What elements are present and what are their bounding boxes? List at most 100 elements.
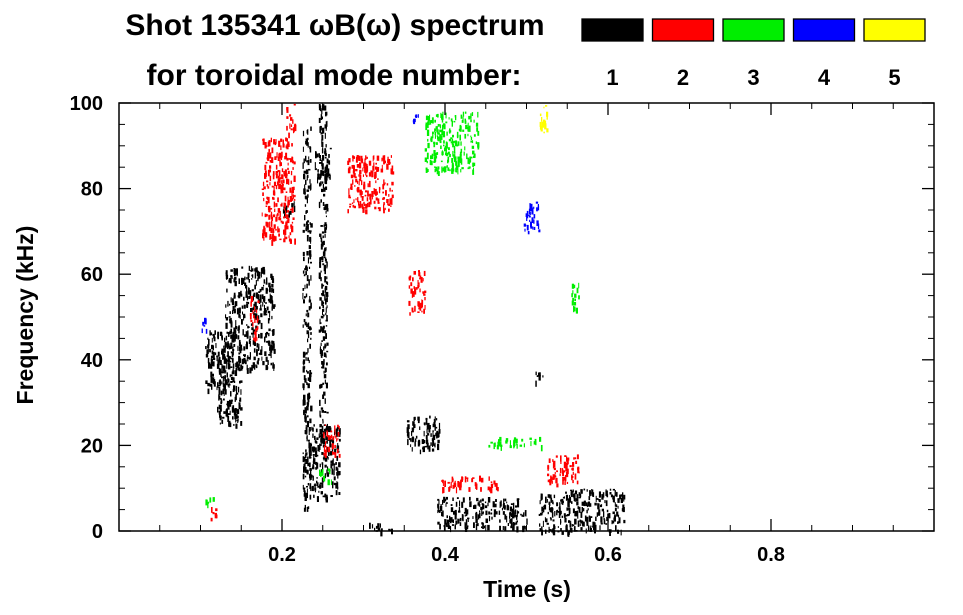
spectral-point bbox=[475, 122, 479, 127]
spectral-point bbox=[305, 458, 308, 464]
spectral-point bbox=[273, 186, 275, 192]
spectral-point bbox=[305, 266, 308, 271]
spectral-point bbox=[234, 334, 238, 339]
spectral-point bbox=[253, 337, 255, 341]
spectral-point bbox=[266, 180, 269, 183]
spectral-point bbox=[316, 480, 318, 484]
spectral-point bbox=[595, 516, 597, 521]
spectral-point bbox=[513, 514, 516, 518]
spectral-point bbox=[440, 135, 443, 140]
spectral-point bbox=[246, 301, 249, 304]
spectral-point bbox=[219, 404, 222, 412]
spectral-point bbox=[421, 439, 425, 444]
spectral-point bbox=[207, 382, 210, 387]
spectral-point bbox=[285, 223, 288, 230]
spectral-point bbox=[440, 112, 442, 118]
spectral-point bbox=[408, 300, 411, 306]
spectral-point bbox=[411, 436, 414, 443]
spectral-point bbox=[487, 524, 490, 531]
spectral-point bbox=[323, 207, 326, 210]
spectral-point bbox=[323, 359, 325, 365]
spectral-point bbox=[560, 457, 562, 464]
spectral-point bbox=[377, 202, 380, 204]
spectral-point bbox=[321, 116, 323, 120]
spectral-point bbox=[309, 261, 312, 264]
x-tick-label: 0.2 bbox=[268, 544, 296, 566]
spectral-point bbox=[269, 221, 271, 228]
spectral-point bbox=[268, 227, 271, 232]
spectral-point bbox=[617, 505, 619, 509]
spectral-point bbox=[427, 120, 430, 126]
spectral-point bbox=[309, 462, 311, 468]
spectral-point bbox=[255, 313, 258, 317]
spectral-point bbox=[559, 502, 561, 508]
spectral-point bbox=[223, 356, 226, 360]
spectral-point bbox=[264, 213, 267, 218]
spectral-point bbox=[222, 388, 225, 395]
spectral-point bbox=[502, 526, 504, 530]
spectral-point bbox=[319, 233, 322, 237]
spectral-point bbox=[267, 206, 271, 211]
spectral-point bbox=[264, 351, 267, 356]
spectral-point bbox=[235, 423, 238, 429]
spectral-point bbox=[580, 527, 583, 531]
spectral-point bbox=[563, 461, 567, 469]
spectral-point bbox=[323, 452, 325, 456]
spectral-point bbox=[429, 114, 431, 121]
spectral-point bbox=[223, 398, 225, 401]
spectral-point bbox=[233, 385, 236, 391]
spectral-point bbox=[251, 327, 254, 331]
spectral-point bbox=[265, 332, 268, 338]
spectral-point bbox=[364, 158, 366, 164]
spectral-point bbox=[437, 504, 440, 507]
spectral-point bbox=[293, 205, 296, 213]
spectral-point bbox=[434, 119, 436, 123]
spectral-point bbox=[375, 180, 377, 184]
spectral-point bbox=[338, 453, 341, 458]
spectral-point bbox=[321, 452, 324, 455]
spectral-point bbox=[218, 404, 220, 409]
spectral-point bbox=[418, 270, 420, 273]
spectral-point bbox=[509, 515, 511, 519]
spectral-point bbox=[289, 210, 292, 215]
spectral-point bbox=[226, 331, 229, 334]
spectral-point bbox=[485, 518, 488, 523]
spectral-point bbox=[528, 208, 531, 214]
spectral-point bbox=[481, 526, 483, 529]
spectral-point bbox=[309, 179, 311, 184]
spectral-point bbox=[227, 332, 230, 337]
spectral-point bbox=[306, 402, 310, 405]
spectral-point bbox=[325, 333, 327, 339]
spectral-point bbox=[318, 433, 320, 439]
spectral-point bbox=[260, 268, 262, 272]
legend-swatch-2 bbox=[651, 18, 715, 42]
spectral-point bbox=[309, 254, 312, 257]
spectral-point bbox=[322, 240, 325, 245]
spectral-point bbox=[267, 310, 271, 314]
spectral-point bbox=[254, 318, 256, 323]
spectral-point bbox=[261, 212, 263, 217]
spectral-point bbox=[330, 439, 332, 442]
spectral-point bbox=[309, 327, 312, 330]
spectral-point bbox=[322, 170, 325, 177]
spectral-point bbox=[284, 234, 286, 241]
spectral-point bbox=[512, 526, 514, 531]
spectral-point bbox=[212, 497, 215, 502]
spectral-point bbox=[409, 312, 411, 316]
spectral-point bbox=[325, 312, 327, 316]
spectral-point bbox=[220, 401, 223, 405]
spectral-point bbox=[566, 481, 569, 484]
spectral-point bbox=[265, 287, 268, 294]
spectral-point bbox=[564, 481, 566, 485]
spectral-point bbox=[252, 329, 256, 335]
spectral-point bbox=[267, 196, 270, 204]
spectral-point bbox=[249, 341, 251, 347]
spectral-point bbox=[371, 524, 374, 529]
spectral-point bbox=[309, 230, 312, 233]
spectral-point bbox=[548, 526, 550, 533]
spectral-point bbox=[255, 292, 259, 299]
spectral-point bbox=[303, 170, 306, 174]
spectral-point bbox=[251, 278, 253, 280]
spectral-point bbox=[375, 166, 378, 170]
